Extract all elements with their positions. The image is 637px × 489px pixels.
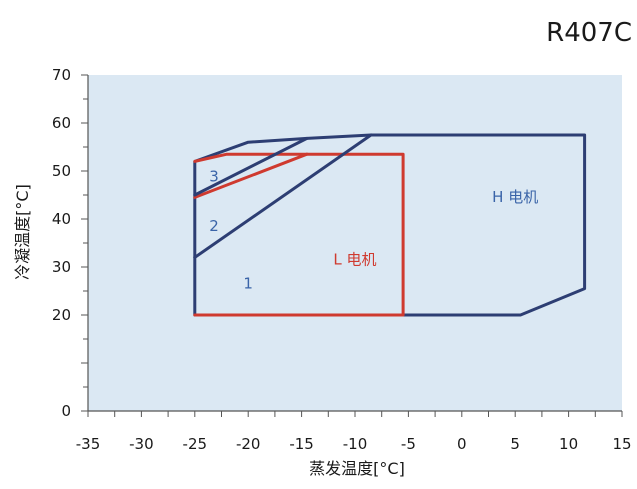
x-tick-label: -10 xyxy=(343,435,368,453)
y-axis-title: 冷凝温度[°C] xyxy=(13,184,32,280)
x-tick-label: 0 xyxy=(457,435,467,453)
x-tick-label: -35 xyxy=(76,435,101,453)
region-label: L 电机 xyxy=(333,251,376,269)
x-tick-label: -25 xyxy=(183,435,208,453)
region-label: 3 xyxy=(209,168,219,186)
x-tick-label: -30 xyxy=(129,435,154,453)
y-tick-label: 20 xyxy=(52,306,71,324)
chart-title: R407C xyxy=(546,18,632,48)
plot-area xyxy=(88,75,622,411)
x-axis-title: 蒸发温度[°C] xyxy=(309,459,405,478)
annotation-layer: H 电机 L 电机 1 2 3 xyxy=(209,168,538,293)
region-label: 1 xyxy=(243,275,253,293)
x-tick-label: 10 xyxy=(559,435,578,453)
y-tick-label: 30 xyxy=(52,258,71,276)
series-line-3 xyxy=(193,152,309,199)
x-tick-label: -20 xyxy=(236,435,261,453)
series-layer xyxy=(193,133,587,317)
region-label: 2 xyxy=(209,217,219,235)
y-tick-label: 50 xyxy=(52,162,71,180)
series-line-4 xyxy=(193,133,373,259)
x-tick-label: -15 xyxy=(289,435,314,453)
y-tick-label: 0 xyxy=(61,402,71,420)
y-tick-label: 70 xyxy=(52,66,71,84)
y-tick-label: 40 xyxy=(52,210,71,228)
y-tick-label: 60 xyxy=(52,114,71,132)
x-tick-label: 15 xyxy=(612,435,631,453)
series-line-2 xyxy=(193,152,405,317)
axis-layer: -35 -30 -25 -20 -15 -10 -5 0 5 10 15 0 20 30 40 50 60 70 xyxy=(52,66,632,453)
x-tick-label: -5 xyxy=(401,435,416,453)
x-tick-label: 5 xyxy=(510,435,520,453)
region-label: H 电机 xyxy=(492,188,538,206)
series-line-5 xyxy=(193,136,309,197)
